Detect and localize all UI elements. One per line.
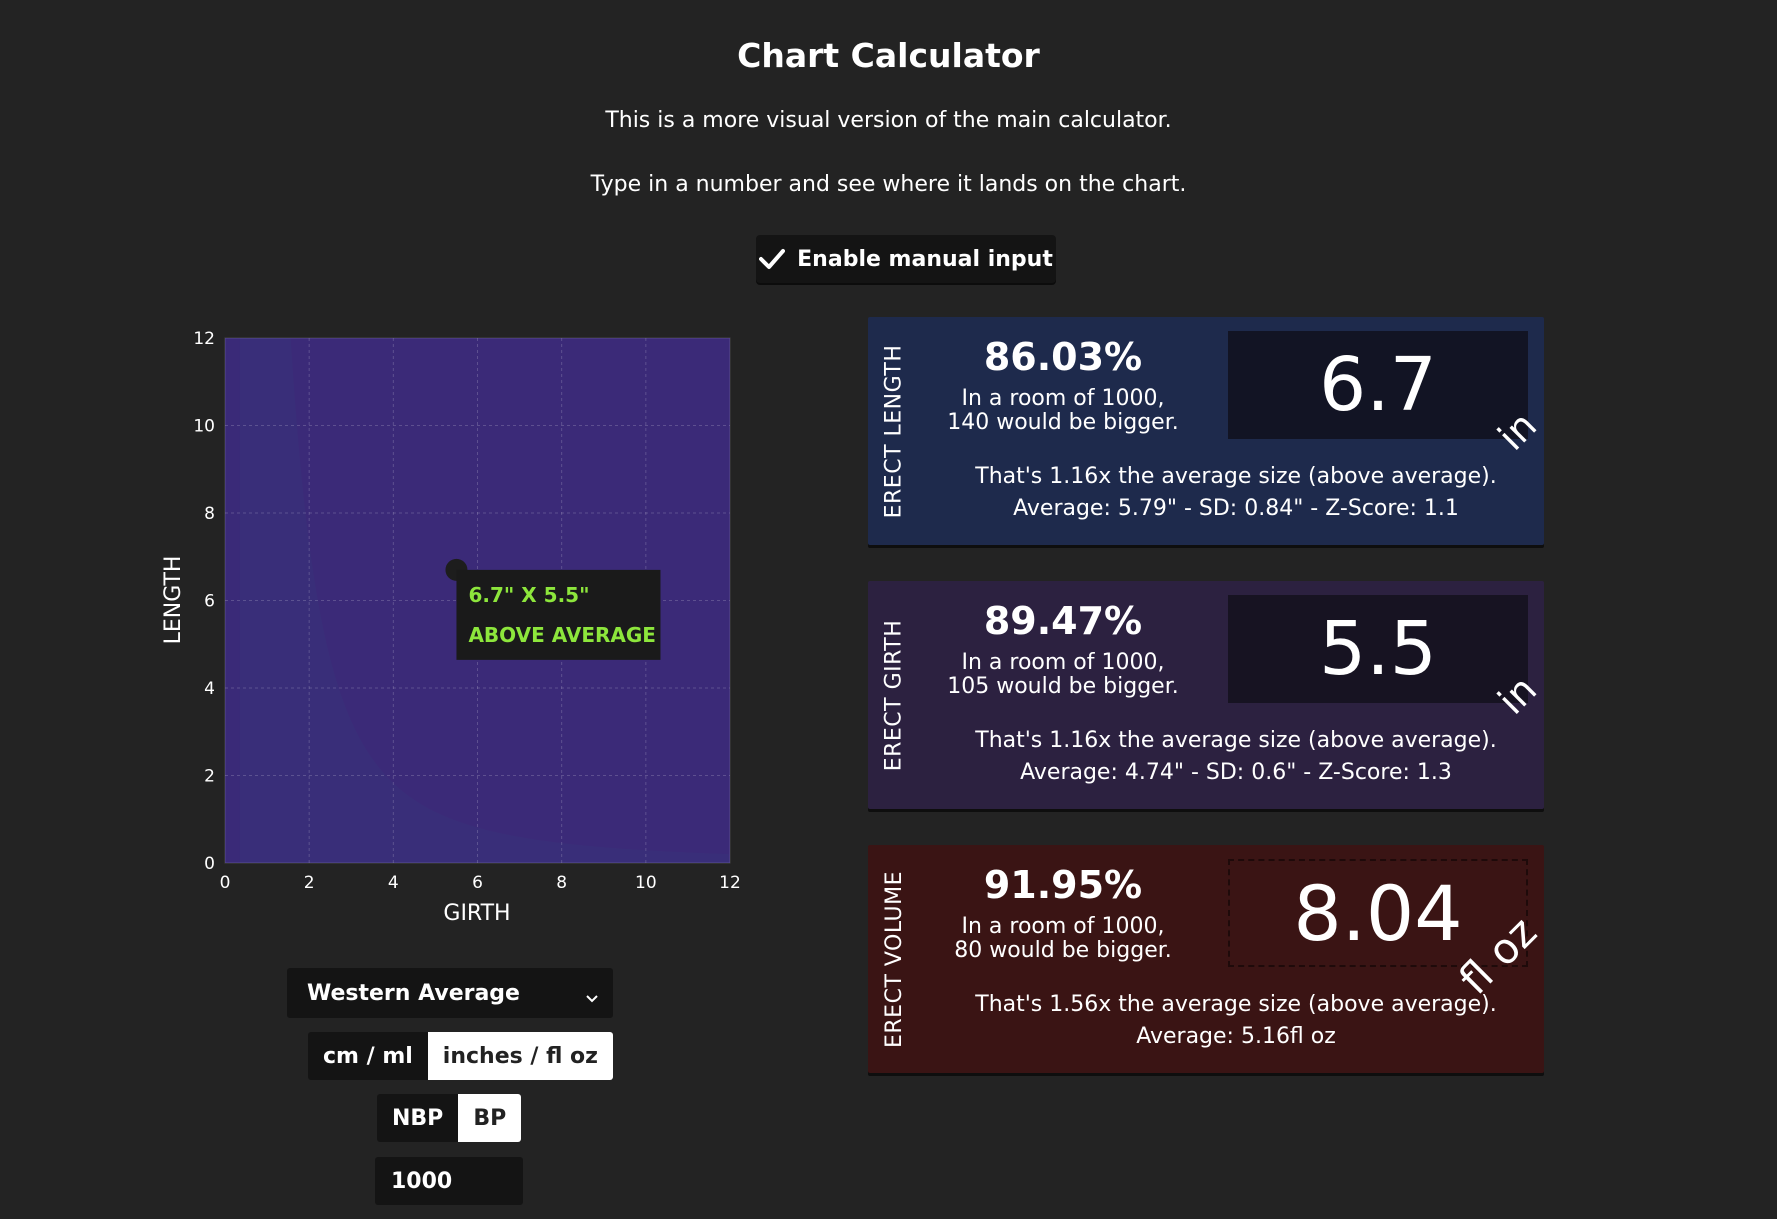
y-tick-label: 10 bbox=[193, 417, 215, 437]
girth-stats: Average: 4.74" - SD: 0.6" - Z-Score: 1.3 bbox=[1020, 760, 1452, 785]
size-chart[interactable]: 0 2 4 6 8 10 12 0 2 4 6 8 10 12 GIRTH LENGTH 6.7" X … bbox=[150, 320, 750, 930]
x-axis-label: GIRTH bbox=[443, 901, 510, 926]
tooltip-category: ABOVE AVERAGE bbox=[468, 623, 656, 647]
x-tick-label: 12 bbox=[719, 873, 741, 893]
length-card: ERECT LENGTH 86.03% In a room of 1000, 1… bbox=[868, 317, 1545, 545]
bp-option-nbp[interactable]: NBP bbox=[377, 1094, 459, 1142]
room-size-input[interactable]: 1000 bbox=[375, 1157, 523, 1205]
volume-comparison: That's 1.56x the average size (above ave… bbox=[975, 992, 1497, 1017]
length-percentile: 86.03% bbox=[983, 335, 1143, 379]
chevron-down-icon bbox=[585, 985, 599, 1010]
region-select-value: Western Average bbox=[307, 980, 520, 1006]
y-tick-label: 2 bbox=[204, 767, 215, 787]
y-tick-label: 0 bbox=[204, 854, 215, 874]
page-subtitle: This is a more visual version of the mai… bbox=[605, 108, 1172, 133]
length-room-line2: 140 would be bigger. bbox=[947, 410, 1179, 435]
page-title: Chart Calculator bbox=[737, 36, 1040, 75]
volume-stats: Average: 5.16fl oz bbox=[1136, 1024, 1336, 1049]
units-toggle: cm / ml inches / fl oz bbox=[308, 1032, 613, 1080]
length-card-label: ERECT LENGTH bbox=[881, 344, 907, 518]
x-tick-label: 4 bbox=[388, 873, 399, 893]
bp-toggle: NBP BP bbox=[377, 1094, 522, 1142]
y-tick-label: 8 bbox=[204, 504, 215, 524]
girth-comparison: That's 1.16x the average size (above ave… bbox=[975, 728, 1497, 753]
length-comparison: That's 1.16x the average size (above ave… bbox=[975, 464, 1497, 489]
x-tick-label: 0 bbox=[220, 873, 231, 893]
volume-room-line1: In a room of 1000, bbox=[961, 914, 1165, 939]
girth-room-line1: In a room of 1000, bbox=[961, 650, 1165, 675]
region-select[interactable]: Western Average bbox=[287, 968, 613, 1018]
y-tick-label: 6 bbox=[204, 592, 215, 612]
volume-value: 8.04 bbox=[1228, 859, 1528, 967]
x-tick-label: 8 bbox=[556, 873, 567, 893]
plot-border bbox=[224, 337, 731, 864]
length-room-line1: In a room of 1000, bbox=[961, 386, 1165, 411]
chart-band-left bbox=[225, 338, 240, 863]
x-tick-label: 6 bbox=[472, 873, 483, 893]
y-axis-label: LENGTH bbox=[161, 556, 186, 645]
tooltip-dimensions: 6.7" X 5.5" bbox=[468, 583, 589, 607]
girth-value[interactable]: 5.5 bbox=[1228, 595, 1528, 703]
volume-card: ERECT VOLUME 91.95% In a room of 1000, 8… bbox=[868, 845, 1546, 1073]
bp-option-bp[interactable]: BP bbox=[458, 1094, 522, 1142]
x-tick-label: 2 bbox=[304, 873, 315, 893]
enable-manual-input-label: Enable manual input bbox=[797, 246, 1053, 272]
y-tick-label: 4 bbox=[204, 679, 215, 699]
volume-room-line2: 80 would be bigger. bbox=[954, 938, 1172, 963]
checkmark-icon bbox=[759, 248, 786, 270]
girth-card: ERECT GIRTH 89.47% In a room of 1000, 10… bbox=[868, 581, 1545, 809]
enable-manual-input-toggle[interactable]: Enable manual input bbox=[756, 235, 1056, 283]
volume-percentile: 91.95% bbox=[983, 863, 1143, 907]
chart-tooltip: 6.7" X 5.5" ABOVE AVERAGE bbox=[456, 569, 661, 660]
length-value[interactable]: 6.7 bbox=[1228, 331, 1528, 439]
x-tick-label: 10 bbox=[635, 873, 657, 893]
units-option-imperial[interactable]: inches / fl oz bbox=[427, 1032, 613, 1080]
length-stats: Average: 5.79" - SD: 0.84" - Z-Score: 1.… bbox=[1013, 496, 1459, 521]
units-option-metric[interactable]: cm / ml bbox=[308, 1032, 428, 1080]
page-instructions: Type in a number and see where it lands … bbox=[590, 172, 1187, 197]
girth-room-line2: 105 would be bigger. bbox=[947, 674, 1179, 699]
girth-percentile: 89.47% bbox=[983, 599, 1143, 643]
y-tick-label: 12 bbox=[193, 329, 215, 349]
volume-card-label: ERECT VOLUME bbox=[881, 870, 907, 1048]
